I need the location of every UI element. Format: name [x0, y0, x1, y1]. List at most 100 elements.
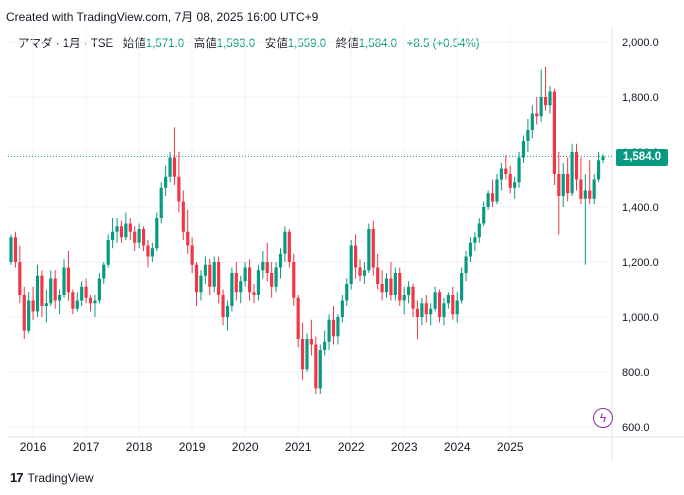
candle-body: [137, 229, 141, 243]
y-tick-label: 600.0: [622, 422, 650, 434]
candle-body: [535, 113, 539, 117]
candle-body: [18, 262, 22, 295]
y-tick-label: 1,200.0: [622, 257, 659, 269]
candle-body: [287, 231, 291, 262]
candle-body: [460, 273, 464, 301]
candle-body: [106, 240, 110, 265]
candle-body: [164, 176, 168, 188]
candle-body: [66, 267, 71, 293]
candle-body: [203, 264, 207, 276]
candle-body: [141, 229, 146, 246]
candle-body: [570, 152, 574, 194]
candle-body: [407, 286, 411, 295]
candle-body: [111, 231, 115, 240]
candle-body: [473, 237, 477, 243]
candle-body: [22, 295, 26, 331]
candle-body: [49, 278, 53, 304]
candle-body: [468, 242, 473, 257]
candle-body: [411, 286, 415, 309]
candle-body: [274, 267, 278, 287]
candle-body: [217, 262, 221, 295]
candle-body: [402, 295, 406, 301]
candle-body: [557, 174, 561, 196]
candle-body: [309, 339, 314, 345]
y-tick-label: 1,800.0: [622, 92, 659, 104]
y-tick-label: 1,000.0: [622, 312, 659, 324]
candle-body: [362, 270, 367, 276]
candle-body: [58, 295, 62, 301]
change-value: +8.5 (+0.54%): [406, 38, 480, 50]
candle-body: [574, 152, 579, 180]
candle-body: [495, 179, 499, 202]
x-tick-label: 2019: [179, 440, 206, 454]
candle-body: [566, 174, 570, 194]
candle-body: [376, 267, 380, 284]
candle-body: [146, 245, 150, 257]
candle-body: [84, 286, 88, 298]
low-value: 1,559.0: [287, 38, 327, 50]
candle-body: [221, 295, 225, 317]
candle-body: [181, 201, 185, 232]
candle-body: [358, 267, 362, 276]
candle-body: [455, 300, 459, 315]
tradingview-footer[interactable]: 17 TradingView: [10, 470, 94, 485]
candle-body: [168, 157, 172, 177]
candle-body: [398, 273, 402, 301]
candle-body: [499, 168, 503, 180]
candle-body: [172, 157, 177, 177]
candle-body: [508, 174, 512, 188]
flash-icon[interactable]: ϟ: [593, 408, 613, 428]
candle-body: [115, 226, 119, 232]
tradingview-logo-icon: 17: [10, 470, 24, 485]
high-label: 高値: [193, 38, 217, 50]
close-value: 1,584.0: [358, 38, 398, 50]
candle-body: [437, 292, 442, 317]
candle-body: [477, 223, 481, 238]
candle-body: [323, 341, 327, 350]
candle-body: [429, 308, 433, 315]
candle-body: [490, 193, 495, 202]
x-tick-label: 2022: [338, 440, 365, 454]
candle-body: [331, 319, 336, 337]
candle-body: [119, 226, 124, 238]
candle-body: [93, 300, 97, 304]
candle-body: [35, 275, 40, 312]
y-tick-label: 1,400.0: [622, 202, 659, 214]
candle-body: [230, 273, 234, 306]
candle-body: [71, 292, 75, 309]
candle-body: [601, 156, 605, 160]
candle-body: [451, 295, 455, 315]
candle-body: [208, 264, 212, 287]
candle-body: [124, 223, 128, 238]
candle-body: [283, 231, 287, 254]
candle-body: [27, 300, 31, 331]
candle-body: [256, 270, 260, 295]
candle-body: [194, 264, 199, 293]
chart-created-caption: Created with TradingView.com, 7月 08, 202…: [6, 10, 319, 24]
candle-body: [44, 303, 48, 306]
candle-body: [247, 267, 252, 293]
candle-body: [592, 179, 596, 199]
candle-body: [420, 303, 424, 317]
candle-body: [177, 176, 181, 202]
x-tick-label: 2024: [444, 440, 471, 454]
candle-body: [102, 264, 106, 279]
candle-body: [521, 141, 526, 158]
candle-body: [97, 278, 101, 301]
candle-body: [13, 237, 18, 262]
candle-body: [579, 179, 583, 199]
candle-body: [9, 237, 13, 262]
candle-body: [318, 350, 322, 389]
candle-body: [155, 218, 159, 249]
candle-body: [300, 339, 305, 370]
open-label: 始値: [122, 38, 146, 50]
candle-body: [504, 168, 508, 174]
footer-brand: TradingView: [27, 470, 94, 485]
candle-body: [561, 174, 565, 196]
candle-body: [261, 262, 265, 271]
candle-body: [349, 245, 353, 284]
candle-body: [80, 286, 84, 301]
candle-body: [371, 229, 375, 268]
candle-body: [486, 193, 490, 207]
